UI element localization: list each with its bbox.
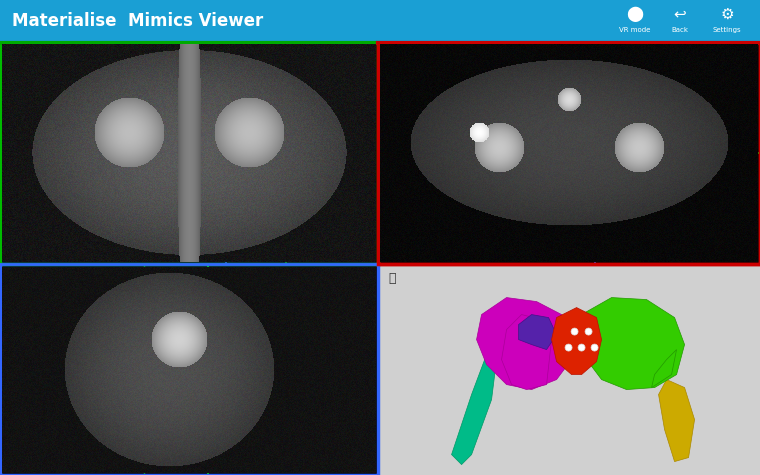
Polygon shape: [581, 297, 685, 390]
Bar: [0, 0, 760, 42]
Bar: [337, 344, 355, 362]
Circle shape: [585, 328, 592, 335]
Text: A: A: [332, 362, 343, 377]
Bar: [341, 286, 351, 453]
Bar: [0, 264, 378, 475]
Polygon shape: [477, 297, 572, 390]
Polygon shape: [502, 314, 552, 389]
Text: VR mode: VR mode: [619, 27, 651, 33]
Bar: [378, 264, 760, 475]
Polygon shape: [518, 314, 556, 350]
Bar: [341, 64, 351, 242]
Text: ⤢: ⤢: [390, 48, 397, 61]
Text: WL: 608: WL: 608: [295, 438, 329, 447]
Text: Materialise  Mimics Viewer: Materialise Mimics Viewer: [12, 12, 263, 30]
Bar: [0, 264, 378, 475]
Bar: [378, 42, 760, 264]
Text: WL: 608: WL: 608: [295, 227, 329, 236]
Polygon shape: [651, 350, 676, 388]
Polygon shape: [552, 308, 602, 375]
Circle shape: [565, 344, 572, 351]
Text: F: F: [8, 48, 15, 58]
Text: F: F: [8, 270, 15, 280]
Polygon shape: [659, 380, 695, 462]
Text: B: B: [8, 457, 17, 467]
Text: ↩: ↩: [673, 7, 686, 21]
Text: WW: 2472: WW: 2472: [287, 448, 329, 457]
Bar: [0, 42, 378, 264]
Text: ⤢: ⤢: [388, 272, 395, 285]
Polygon shape: [451, 354, 496, 465]
Bar: [0, 42, 378, 264]
Text: ⬤: ⬤: [626, 6, 644, 22]
Ellipse shape: [437, 127, 453, 143]
Text: ⚙: ⚙: [720, 7, 734, 21]
Circle shape: [591, 344, 598, 351]
Circle shape: [578, 344, 585, 351]
Text: A: A: [565, 46, 573, 56]
Text: B: B: [8, 246, 17, 256]
Text: ✦: ✦: [319, 56, 337, 76]
Text: 205.18: 205.18: [280, 246, 329, 259]
Text: 266.93: 266.93: [281, 457, 329, 470]
Text: P: P: [565, 246, 573, 256]
Bar: [378, 42, 760, 264]
Text: WW: 2472: WW: 2472: [287, 237, 329, 246]
Text: R: R: [388, 148, 397, 158]
Text: L: L: [332, 146, 341, 160]
Circle shape: [571, 328, 578, 335]
Text: Back: Back: [672, 27, 689, 33]
Bar: [337, 140, 355, 158]
Text: Settings: Settings: [713, 27, 741, 33]
